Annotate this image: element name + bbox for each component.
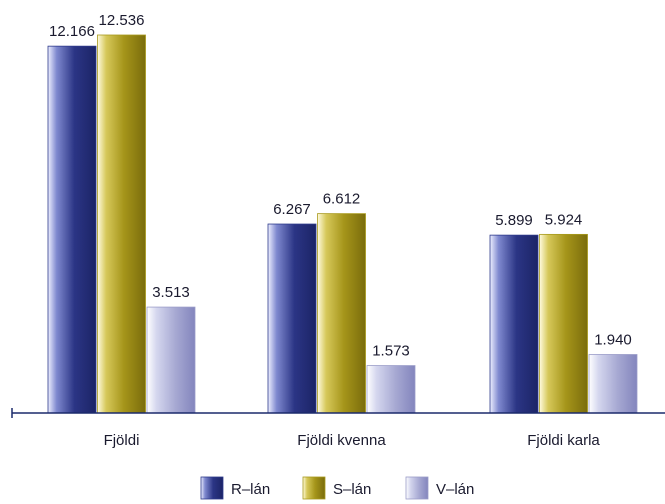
value-label-0-2: 3.513 bbox=[152, 284, 190, 301]
value-label-1-1: 6.612 bbox=[323, 191, 361, 208]
value-label-1-2: 1.573 bbox=[372, 343, 410, 360]
category-label-0: Fjöldi bbox=[104, 432, 140, 449]
category-labels-group: Fjöldi Fjöldi kvenna Fjöldi karla bbox=[104, 432, 601, 449]
category-label-2: Fjöldi karla bbox=[527, 432, 600, 449]
bar-2-2 bbox=[588, 354, 638, 414]
bar-1-1 bbox=[317, 213, 366, 414]
value-label-2-0: 5.899 bbox=[495, 212, 533, 229]
legend-label-0: R–lán bbox=[231, 481, 270, 498]
bar-1-2 bbox=[366, 365, 416, 414]
legend-swatch-1 bbox=[302, 476, 326, 500]
bars-group bbox=[47, 34, 638, 414]
category-label-1: Fjöldi kvenna bbox=[297, 432, 386, 449]
bar-2-0 bbox=[489, 234, 539, 414]
legend: R–lán S–lán V–lán bbox=[200, 476, 474, 500]
bar-1-0 bbox=[267, 223, 317, 414]
legend-label-2: V–lán bbox=[436, 481, 474, 498]
bar-0-1 bbox=[97, 34, 146, 414]
bar-0-0 bbox=[47, 45, 97, 414]
bar-2-1 bbox=[539, 233, 588, 414]
legend-swatch-2 bbox=[405, 476, 429, 500]
legend-swatch-0 bbox=[200, 476, 224, 500]
value-label-1-0: 6.267 bbox=[273, 201, 311, 218]
value-label-2-1: 5.924 bbox=[545, 211, 583, 228]
legend-label-1: S–lán bbox=[333, 481, 371, 498]
value-label-0-1: 12.536 bbox=[99, 12, 145, 29]
value-label-2-2: 1.940 bbox=[594, 332, 632, 349]
value-label-0-0: 12.166 bbox=[49, 23, 95, 40]
bar-0-2 bbox=[146, 306, 196, 414]
